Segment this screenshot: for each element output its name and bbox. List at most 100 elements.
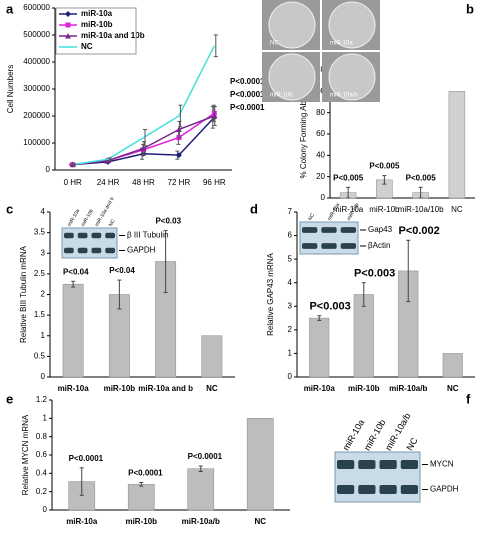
- y-axis-label: Relative MYCN mRNA: [21, 414, 30, 495]
- y-tick-label: 600000: [23, 3, 50, 12]
- y-tick-label: 0: [321, 193, 326, 202]
- marker: [65, 11, 71, 17]
- y-axis-label: Relative BIII Tubulin mRNA: [19, 245, 28, 343]
- legend-label: miR-10b: [81, 20, 113, 29]
- x-tick-label: 0 HR: [64, 178, 82, 187]
- blot-band: [400, 485, 418, 494]
- blot-background: [299, 221, 359, 255]
- y-tick-label: 3.5: [34, 228, 46, 237]
- y-tick-label: 1.2: [36, 395, 48, 404]
- legend-box: [55, 7, 137, 55]
- panel-label: e: [6, 391, 13, 406]
- x-tick-label: miR-10a: [333, 205, 364, 214]
- blot-band: [302, 243, 318, 249]
- marker: [175, 152, 182, 159]
- annotation: P<0.0001: [69, 454, 104, 463]
- x-tick-label: miR-10a/10b: [398, 205, 444, 214]
- dish: [268, 1, 316, 49]
- y-tick-label: 7: [288, 207, 293, 216]
- y-tick-label: 4: [41, 207, 46, 216]
- x-tick-label: miR-10a: [58, 384, 90, 393]
- y-tick-label: 2: [41, 290, 46, 299]
- annotation: P<0.03: [155, 217, 181, 226]
- legend-label: NC: [81, 42, 93, 51]
- bar: [353, 294, 374, 378]
- panel-label: c: [6, 201, 13, 216]
- bar: [187, 468, 215, 511]
- annotation: P<0.0001: [230, 77, 265, 86]
- annotation: P<0.04: [63, 267, 89, 276]
- dish-label: miR-10b: [270, 93, 293, 99]
- blot-band: [400, 460, 418, 469]
- band-label: β III Tubulin: [127, 231, 169, 240]
- panel-label: b: [466, 1, 474, 16]
- y-tick-label: 3: [41, 248, 46, 257]
- y-tick-label: 80: [316, 108, 325, 117]
- x-tick-label: miR-10b: [348, 384, 380, 393]
- x-tick-label: miR-10b: [369, 205, 400, 214]
- y-axis-label: % Colony Forming Ability: [299, 90, 308, 179]
- marker: [65, 33, 71, 39]
- blot-band: [321, 227, 337, 233]
- y-tick-label: 40: [316, 150, 325, 159]
- blot-band: [64, 247, 74, 254]
- blot-band: [340, 227, 356, 233]
- dish: [268, 53, 316, 101]
- x-tick-label: NC: [206, 384, 218, 393]
- lane-label: NC: [108, 218, 117, 228]
- blot-band: [358, 485, 376, 494]
- panel-label: d: [250, 201, 258, 216]
- y-tick-label: 100000: [23, 138, 50, 147]
- annotation: P<0.005: [333, 173, 364, 182]
- y-tick-label: 0: [43, 505, 48, 514]
- annotation: P<0.0001: [230, 90, 265, 99]
- lane-label: miR-10a: [67, 208, 82, 228]
- annotation: P<0.002: [398, 225, 439, 237]
- x-tick-label: 96 HR: [203, 178, 226, 187]
- blot-band: [337, 485, 355, 494]
- y-tick-label: 1: [41, 331, 46, 340]
- x-tick-label: miR-10b: [125, 517, 157, 526]
- blot-band: [379, 460, 397, 469]
- blot-band: [64, 232, 74, 239]
- marker: [175, 126, 182, 132]
- blot-band: [321, 243, 337, 249]
- y-tick-label: 1: [288, 349, 293, 358]
- series-line: [72, 45, 215, 166]
- x-tick-label: NC: [254, 517, 266, 526]
- blot-band: [91, 232, 102, 239]
- bar: [442, 353, 463, 378]
- x-tick-label: 24 HR: [97, 178, 120, 187]
- blot-band: [105, 232, 115, 239]
- annotation: P<0.04: [109, 266, 135, 275]
- x-tick-label: NC: [447, 384, 459, 393]
- x-tick-label: miR-10a: [66, 517, 98, 526]
- blot-band: [91, 247, 102, 254]
- x-tick-label: NC: [451, 205, 463, 214]
- y-tick-label: 0.2: [36, 487, 48, 496]
- x-tick-label: miR-10a/b: [182, 517, 220, 526]
- y-tick-label: 0.5: [34, 351, 46, 360]
- blot-background: [61, 227, 118, 259]
- y-tick-label: 2: [288, 325, 293, 334]
- marker: [140, 145, 147, 151]
- y-tick-label: 60: [316, 129, 325, 138]
- y-tick-label: 4: [288, 278, 293, 287]
- panel-label: f: [466, 391, 471, 406]
- legend-label: miR-10a: [81, 9, 113, 18]
- blot-band: [105, 247, 115, 254]
- bar: [201, 335, 223, 378]
- annotation: P<0.0001: [128, 469, 163, 478]
- y-tick-label: 500000: [23, 30, 50, 39]
- panel-label: a: [6, 1, 14, 16]
- y-axis-label: Cell Numbers: [6, 65, 15, 113]
- bar: [448, 91, 466, 199]
- bar: [127, 484, 155, 511]
- blot-band: [379, 485, 397, 494]
- y-tick-label: 0: [41, 372, 46, 381]
- y-tick-label: 5: [288, 254, 293, 263]
- y-tick-label: 0.4: [36, 468, 48, 477]
- y-tick-label: 2.5: [34, 269, 46, 278]
- bar: [246, 418, 274, 511]
- x-tick-label: miR-10b: [104, 384, 136, 393]
